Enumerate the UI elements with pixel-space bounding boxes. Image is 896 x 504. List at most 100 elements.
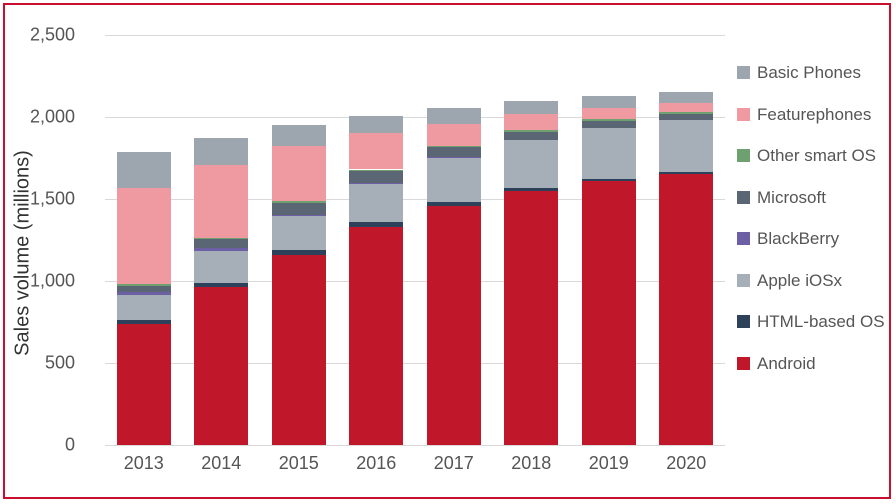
seg-blackberry bbox=[194, 248, 248, 250]
legend-swatch bbox=[737, 66, 750, 79]
legend-item: Microsoft bbox=[737, 188, 896, 208]
seg-android bbox=[117, 324, 171, 445]
x-tick: 2019 bbox=[589, 453, 629, 474]
legend-swatch bbox=[737, 232, 750, 245]
legend-item: Featurephones bbox=[737, 105, 896, 125]
seg-basic-phones bbox=[349, 116, 403, 132]
seg-featurephones bbox=[117, 188, 171, 284]
seg-html-based-os bbox=[427, 202, 481, 206]
x-tick: 2013 bbox=[124, 453, 164, 474]
legend-item: HTML-based OS bbox=[737, 312, 896, 332]
seg-basic-phones bbox=[427, 108, 481, 124]
gridline bbox=[105, 445, 725, 446]
seg-html-based-os bbox=[117, 320, 171, 323]
legend-swatch bbox=[737, 108, 750, 121]
x-tick: 2020 bbox=[666, 453, 706, 474]
seg-other-smart-os bbox=[504, 130, 558, 132]
seg-featurephones bbox=[504, 114, 558, 130]
seg-android bbox=[659, 174, 713, 445]
seg-featurephones bbox=[194, 165, 248, 238]
legend-label: Android bbox=[757, 354, 816, 374]
seg-apple-iosx bbox=[582, 128, 636, 178]
sales-volume-chart: Sales volume (millions) 0 500 1,000 1,500 2,… bbox=[5, 5, 893, 501]
seg-other-smart-os bbox=[427, 146, 481, 148]
seg-other-smart-os bbox=[582, 119, 636, 121]
legend-item: Android bbox=[737, 354, 896, 374]
seg-blackberry bbox=[117, 292, 171, 295]
seg-featurephones bbox=[272, 146, 326, 202]
legend-label: Basic Phones bbox=[757, 63, 861, 83]
seg-featurephones bbox=[659, 103, 713, 112]
y-tick: 2,500 bbox=[30, 25, 75, 46]
seg-html-based-os bbox=[504, 188, 558, 191]
x-tick: 2016 bbox=[356, 453, 396, 474]
seg-html-based-os bbox=[659, 172, 713, 174]
seg-basic-phones bbox=[504, 101, 558, 114]
y-tick: 500 bbox=[45, 353, 75, 374]
seg-android bbox=[272, 255, 326, 445]
legend-label: BlackBerry bbox=[757, 229, 839, 249]
seg-html-based-os bbox=[194, 283, 248, 287]
legend-label: Featurephones bbox=[757, 105, 871, 125]
legend-item: Basic Phones bbox=[737, 63, 896, 83]
seg-featurephones bbox=[582, 108, 636, 119]
y-tick: 1,000 bbox=[30, 271, 75, 292]
seg-basic-phones bbox=[272, 125, 326, 146]
y-tick: 2,000 bbox=[30, 107, 75, 128]
seg-apple-iosx bbox=[117, 295, 171, 320]
y-tick: 1,500 bbox=[30, 189, 75, 210]
seg-android bbox=[427, 206, 481, 445]
legend-swatch bbox=[737, 149, 750, 162]
legend: Basic Phones Featurephones Other smart OS M… bbox=[737, 63, 896, 395]
seg-android bbox=[349, 227, 403, 445]
chart-frame: Sales volume (millions) 0 500 1,000 1,500 2,… bbox=[3, 3, 891, 499]
y-tick: 0 bbox=[65, 435, 75, 456]
seg-featurephones bbox=[349, 133, 403, 170]
seg-basic-phones bbox=[582, 96, 636, 108]
seg-html-based-os bbox=[272, 250, 326, 255]
seg-html-based-os bbox=[582, 179, 636, 181]
legend-label: Apple iOSx bbox=[757, 271, 842, 291]
legend-item: Apple iOSx bbox=[737, 271, 896, 291]
x-tick: 2018 bbox=[511, 453, 551, 474]
seg-microsoft bbox=[117, 286, 171, 292]
legend-label: Other smart OS bbox=[757, 146, 876, 166]
legend-item: BlackBerry bbox=[737, 229, 896, 249]
seg-android bbox=[582, 181, 636, 445]
seg-microsoft bbox=[504, 132, 558, 140]
legend-swatch bbox=[737, 274, 750, 287]
seg-other-smart-os bbox=[659, 112, 713, 114]
seg-microsoft bbox=[272, 203, 326, 214]
seg-microsoft bbox=[194, 239, 248, 248]
seg-apple-iosx bbox=[504, 140, 558, 188]
x-tick: 2017 bbox=[434, 453, 474, 474]
seg-other-smart-os bbox=[272, 201, 326, 203]
y-axis-label: Sales volume (millions) bbox=[12, 150, 35, 356]
legend-swatch bbox=[737, 191, 750, 204]
seg-apple-iosx bbox=[349, 183, 403, 222]
seg-microsoft bbox=[427, 147, 481, 157]
seg-android bbox=[504, 191, 558, 445]
seg-android bbox=[194, 287, 248, 445]
legend-swatch bbox=[737, 315, 750, 328]
seg-other-smart-os bbox=[117, 284, 171, 286]
x-tick: 2015 bbox=[279, 453, 319, 474]
seg-microsoft bbox=[582, 121, 636, 128]
seg-apple-iosx bbox=[659, 120, 713, 172]
x-tick: 2014 bbox=[201, 453, 241, 474]
seg-microsoft bbox=[659, 114, 713, 121]
seg-microsoft bbox=[349, 171, 403, 182]
seg-basic-phones bbox=[194, 138, 248, 165]
seg-featurephones bbox=[427, 124, 481, 146]
seg-html-based-os bbox=[349, 222, 403, 227]
seg-other-smart-os bbox=[349, 170, 403, 172]
legend-item: Other smart OS bbox=[737, 146, 896, 166]
seg-basic-phones bbox=[117, 152, 171, 188]
plot-area bbox=[105, 35, 725, 445]
seg-other-smart-os bbox=[194, 238, 248, 240]
seg-basic-phones bbox=[659, 92, 713, 103]
seg-blackberry bbox=[427, 157, 481, 158]
legend-label: Microsoft bbox=[757, 188, 826, 208]
seg-apple-iosx bbox=[194, 251, 248, 283]
legend-swatch bbox=[737, 357, 750, 370]
